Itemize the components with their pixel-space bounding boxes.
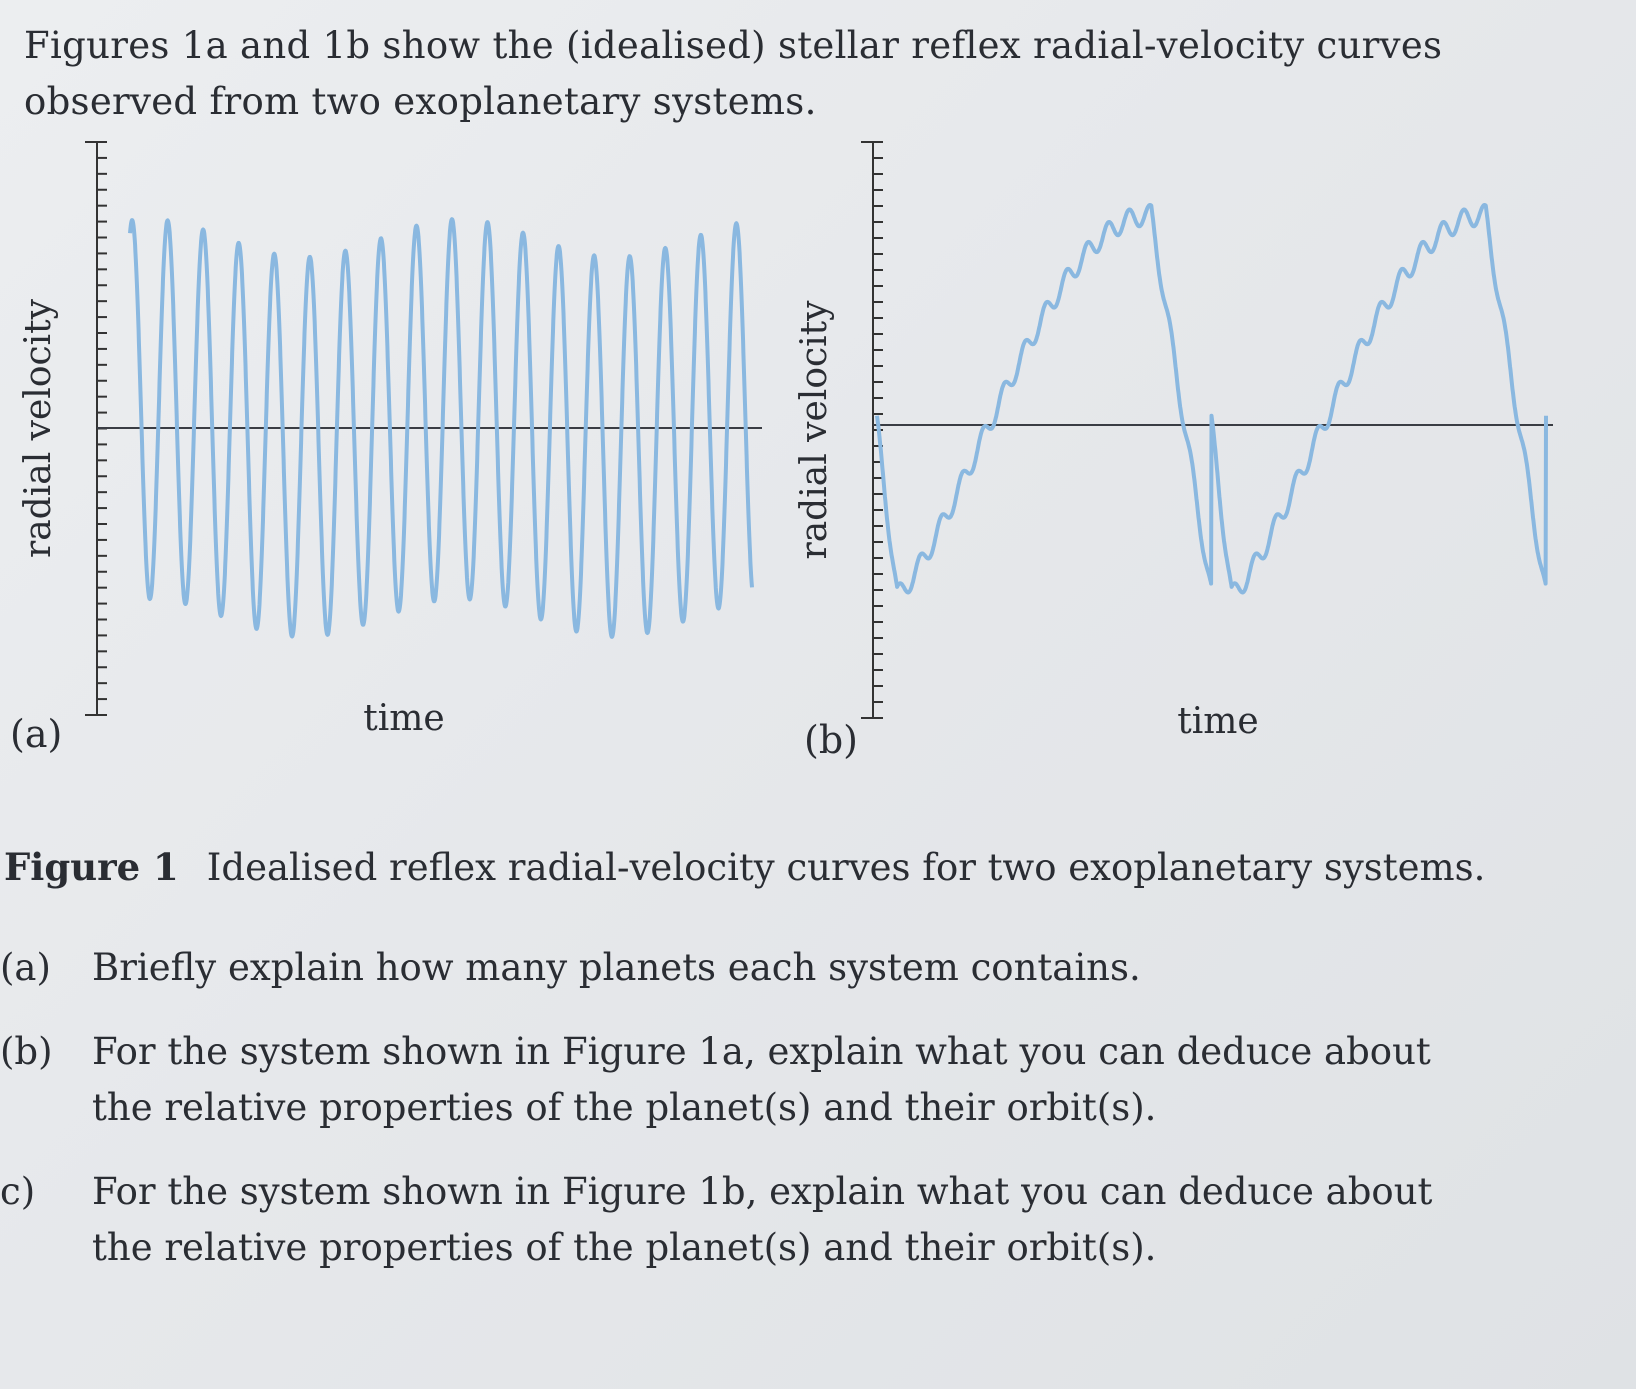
- question-line: the relative properties of the planet(s)…: [92, 1226, 1157, 1269]
- figure-caption: Figure 1 Idealised reflex radial-velocity…: [4, 842, 1604, 893]
- figure-1: radial velocity time radial velocity tim…: [18, 141, 1553, 742]
- y-axis-label-b: radial velocity: [794, 300, 835, 560]
- question-line: Briefly explain how many planets each sy…: [92, 946, 1141, 989]
- intro-line-1: Figures 1a and 1b show the (idealised) s…: [24, 24, 1443, 67]
- y-axis-ticks-b: [861, 141, 883, 719]
- intro-line-2: observed from two exoplanetary systems.: [24, 80, 817, 123]
- question-line: For the system shown in Figure 1a, expla…: [92, 1030, 1431, 1073]
- question-marker: (b): [0, 1030, 53, 1073]
- radial-velocity-curve-b: [875, 203, 1548, 595]
- panel-label-a: (a): [10, 712, 63, 756]
- question-line: For the system shown in Figure 1b, expla…: [92, 1170, 1433, 1213]
- y-axis-label-a: radial velocity: [18, 298, 59, 558]
- question-marker: (a): [0, 946, 51, 989]
- chart-panel-b: radial velocity time: [794, 141, 1553, 742]
- x-axis-label-a: time: [363, 698, 444, 739]
- intro-paragraph: Figures 1a and 1b show the (idealised) s…: [24, 18, 1524, 130]
- x-axis-label-b: time: [1177, 701, 1258, 742]
- question-text: Briefly explain how many planets each sy…: [92, 940, 1572, 996]
- question-text: For the system shown in Figure 1a, expla…: [92, 1024, 1572, 1136]
- chart-panel-a: radial velocity time: [18, 141, 762, 739]
- figure-caption-label: Figure 1: [4, 845, 179, 889]
- radial-velocity-curve-a: [128, 217, 754, 639]
- question-marker: c): [0, 1170, 36, 1213]
- question-line: the relative properties of the planet(s)…: [92, 1086, 1157, 1129]
- panel-label-b: (b): [804, 718, 858, 762]
- figure-caption-text: Idealised reflex radial-velocity curves …: [206, 846, 1486, 889]
- question-text: For the system shown in Figure 1b, expla…: [92, 1164, 1572, 1276]
